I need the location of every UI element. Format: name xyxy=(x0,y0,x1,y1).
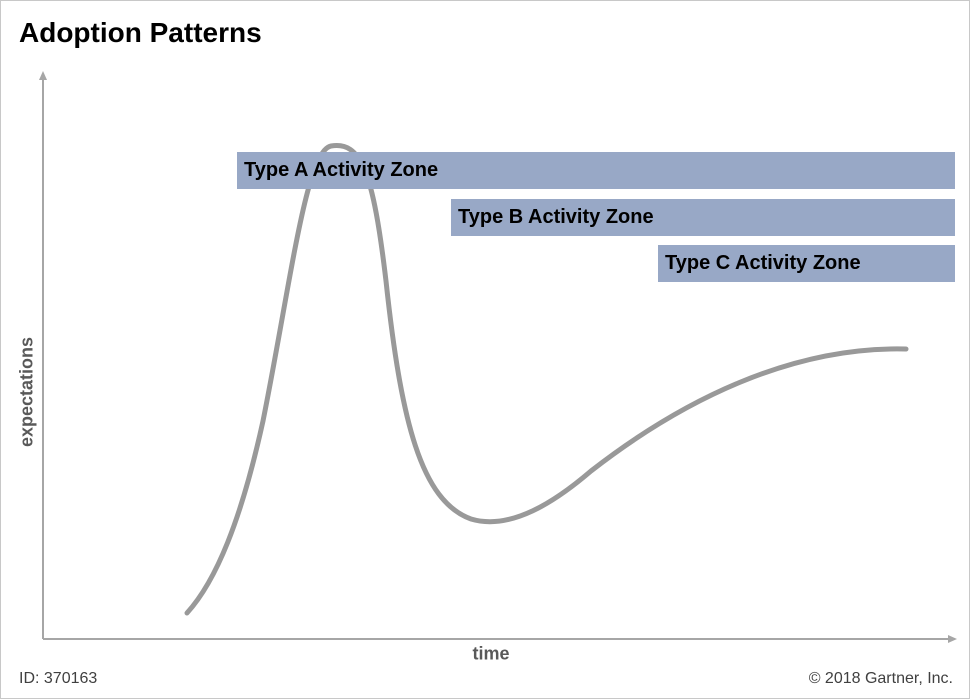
y-axis xyxy=(39,71,47,639)
hype-cycle-curve xyxy=(184,142,909,616)
document-id: ID: 370163 xyxy=(19,670,98,687)
x-axis-label: time xyxy=(472,643,510,664)
zone-type-a: Type A Activity Zone xyxy=(237,152,955,189)
copyright-notice: © 2018 Gartner, Inc. xyxy=(808,670,953,687)
zone-type-b: Type B Activity Zone xyxy=(451,199,955,236)
y-axis-arrow-icon xyxy=(39,71,47,80)
x-axis xyxy=(43,635,957,643)
diagram-title: Adoption Patterns xyxy=(19,17,262,48)
x-axis-arrow-icon xyxy=(948,635,957,643)
zone-type-c: Type C Activity Zone xyxy=(658,245,955,282)
y-axis-label: expectations xyxy=(16,336,37,448)
